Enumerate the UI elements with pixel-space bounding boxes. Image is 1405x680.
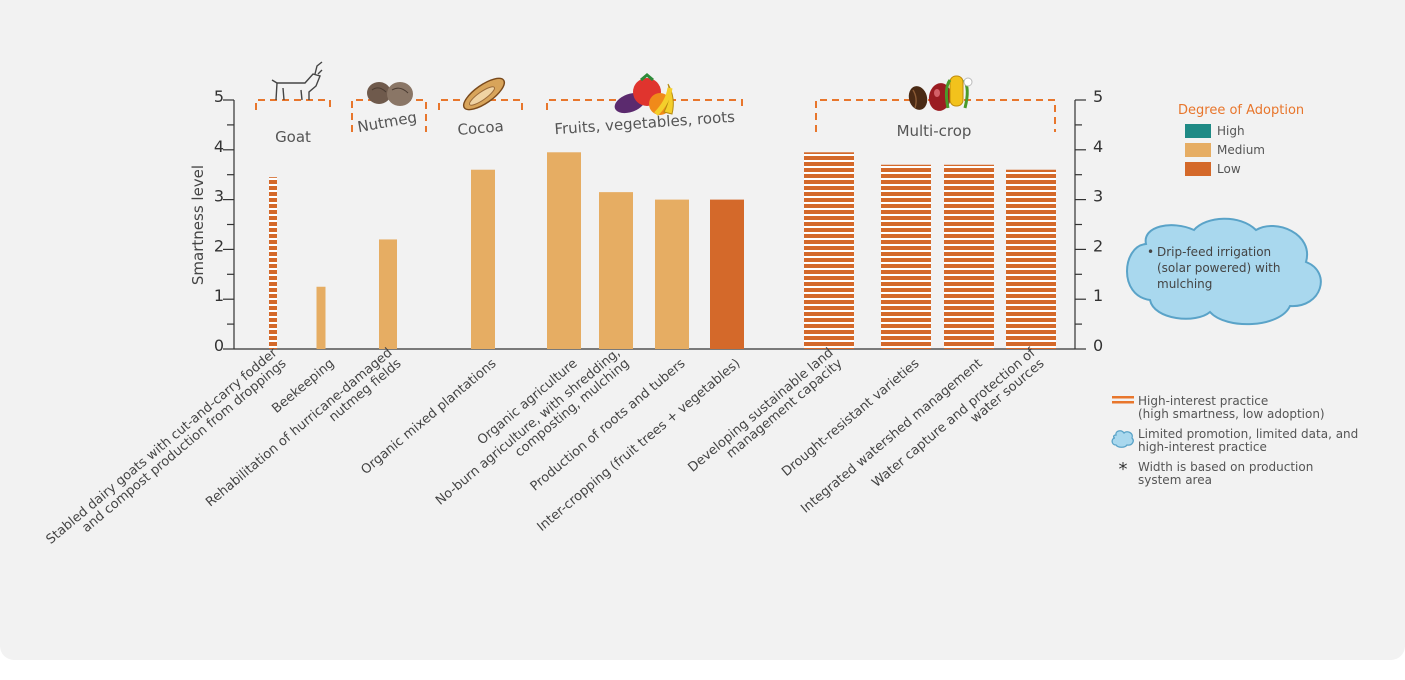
goat-icon: [271, 61, 323, 101]
y-axis-left: 0 1 2 3 4 5: [214, 87, 1075, 355]
bar-2: [316, 286, 326, 349]
bar-4: [471, 169, 495, 349]
y-tick-label-left: 0: [214, 336, 224, 355]
legend-label-medium: Medium: [1217, 142, 1265, 157]
cloud-icon: [1108, 428, 1138, 448]
key-text-high-interest: High-interest practice (high smartness, …: [1138, 394, 1325, 421]
bar-11: [944, 164, 994, 349]
legend-swatch-medium: [1185, 142, 1211, 157]
category-labels: Stabled dairy goats with cut-and-carry f…: [44, 345, 1048, 558]
fruits-vegetables-icon: [614, 73, 674, 116]
y-tick-label-left: 2: [214, 236, 224, 255]
legend-swatch-low: [1185, 161, 1211, 176]
y-axis-label: Smartness level: [189, 165, 207, 285]
group-label-goat: Goat: [275, 128, 311, 146]
y-tick-label-right: 3: [1093, 187, 1103, 206]
bar-12: [1006, 169, 1056, 349]
category-label-3: Rehabilitation of hurricane-damagednutme…: [203, 345, 404, 521]
symbol-key: High-interest practice (high smartness, …: [1108, 395, 1358, 494]
category-label-1: Stabled dairy goats with cut-and-carry f…: [44, 345, 290, 558]
bar-1: [269, 177, 277, 349]
asterisk-icon: *: [1118, 459, 1128, 480]
key-item-high-interest: High-interest practice (high smartness, …: [1108, 395, 1358, 421]
bar-7: [655, 199, 689, 349]
bar-3: [379, 239, 397, 349]
legend-label-low: Low: [1217, 161, 1241, 176]
y-tick-label-right: 1: [1093, 286, 1103, 305]
y-tick-label-right: 2: [1093, 236, 1103, 255]
y-tick-label-left: 5: [214, 87, 224, 106]
bracket-fruits: [546, 99, 743, 110]
bar-5: [547, 152, 581, 349]
key-item-limited-promotion: Limited promotion, limited data, and hig…: [1108, 428, 1358, 454]
bars-group: [269, 152, 1056, 349]
bar-8: [710, 199, 744, 349]
callout-cloud: [1126, 217, 1322, 326]
key-text-limited-promotion: Limited promotion, limited data, and hig…: [1138, 427, 1359, 454]
y-tick-label-left: 4: [214, 137, 224, 156]
key-text-width: Width is based on production system area: [1138, 460, 1314, 487]
bracket-goat: [255, 99, 331, 110]
callout-bullet: •: [1147, 245, 1155, 259]
y-tick-label-right: 5: [1093, 87, 1103, 106]
adoption-legend: Degree of Adoption High Medium Low: [1178, 103, 1304, 178]
y-tick-label-left: 1: [214, 286, 224, 305]
key-item-width: * Width is based on production system ar…: [1108, 461, 1358, 487]
legend-item-low: Low: [1178, 159, 1304, 178]
callout-text-box: • Drip-feed irrigation (solar powered) w…: [1147, 244, 1295, 292]
group-label-fruits: Fruits, vegetables, roots: [554, 108, 736, 139]
group-label-multicrop: Multi-crop: [897, 122, 972, 140]
y-tick-label-left: 3: [214, 187, 224, 206]
cocoa-icon: [462, 77, 506, 111]
bracket-multicrop: [815, 99, 1056, 132]
bar-9: [804, 152, 854, 349]
bar-6: [599, 192, 633, 349]
legend-item-high: High: [1178, 121, 1304, 140]
legend-swatch-high: [1185, 123, 1211, 138]
category-label-9: Developing sustainable landmanagement ca…: [685, 345, 845, 486]
y-tick-label-right: 0: [1093, 336, 1103, 355]
y-tick-label-right: 4: [1093, 137, 1103, 156]
multi-crop-icon: [908, 75, 973, 111]
bar-10: [881, 164, 931, 349]
bracket-nutmeg: [351, 99, 427, 132]
striped-line-icon: [1108, 395, 1138, 405]
legend-item-medium: Medium: [1178, 140, 1304, 159]
y-axis-right: 0 1 2 3 4 5: [1074, 87, 1103, 355]
legend-title: Degree of Adoption: [1178, 103, 1305, 118]
callout-text: Drip-feed irrigation (solar powered) wit…: [1157, 245, 1281, 291]
nutmeg-icon: [367, 82, 413, 106]
group-label-cocoa: Cocoa: [457, 117, 505, 139]
legend-label-high: High: [1217, 123, 1245, 138]
group-label-nutmeg: Nutmeg: [356, 108, 418, 136]
